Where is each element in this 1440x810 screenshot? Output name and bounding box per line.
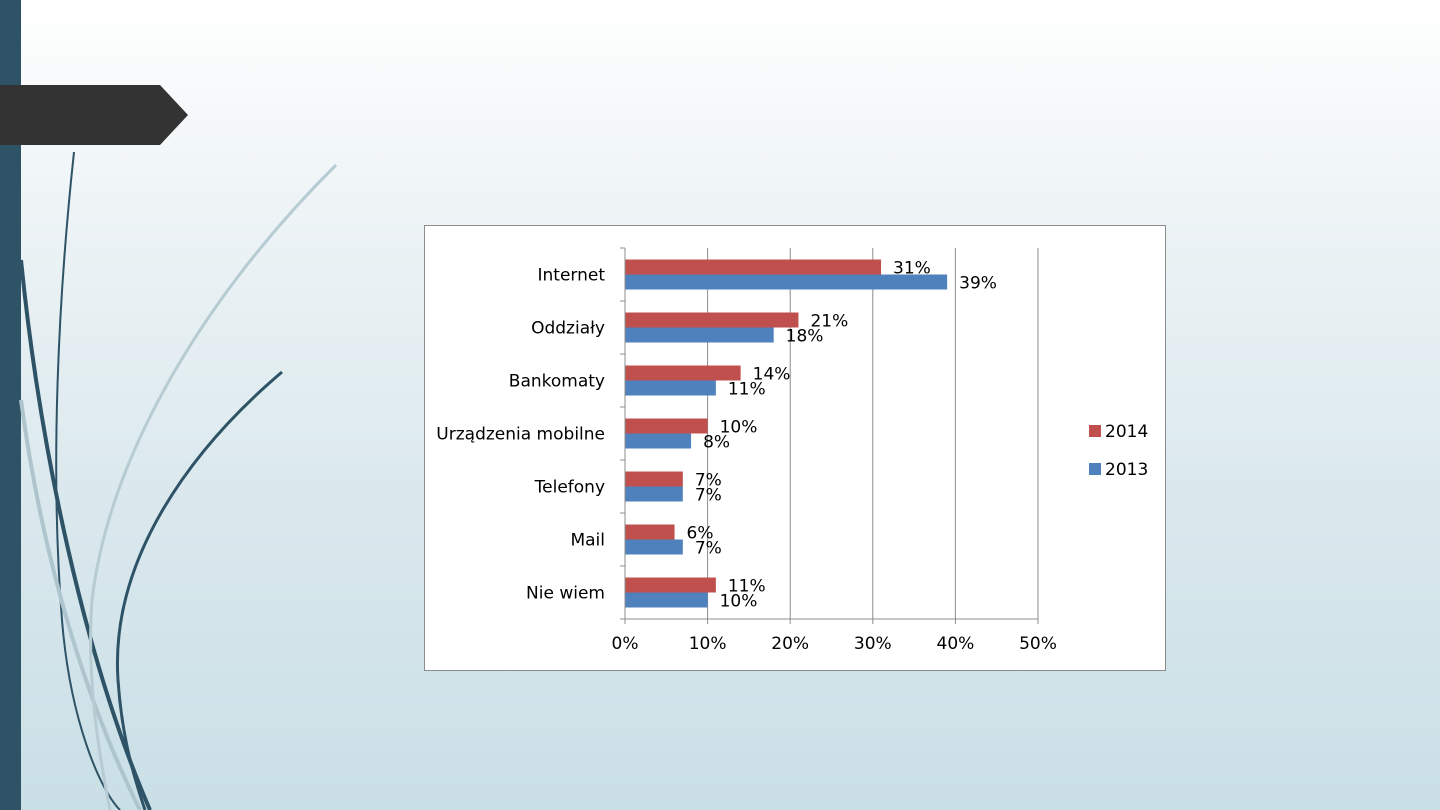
data-label-2014: 31% bbox=[893, 259, 931, 279]
bar-2014 bbox=[625, 418, 708, 434]
title-tab-shape bbox=[0, 85, 188, 145]
category-label: Urządzenia mobilne bbox=[436, 425, 605, 445]
bar-2013 bbox=[625, 539, 683, 555]
data-label-2013: 8% bbox=[703, 433, 730, 453]
data-label-2014: 21% bbox=[810, 312, 848, 332]
x-tick-label: 30% bbox=[854, 634, 892, 654]
x-tick-label: 20% bbox=[771, 634, 809, 654]
x-tick-label: 50% bbox=[1019, 634, 1057, 654]
data-label-2013: 7% bbox=[695, 486, 722, 506]
bar-2013 bbox=[625, 592, 708, 608]
bar-chart: 0% 10% 20% 30% 40% 50% Internet 31% 39% Oddziały 2… bbox=[424, 225, 1166, 671]
x-tick-label: 10% bbox=[689, 634, 727, 654]
bar-2013 bbox=[625, 380, 716, 396]
bar-2014 bbox=[625, 259, 882, 275]
axes bbox=[620, 247, 1039, 624]
bar-2013 bbox=[625, 327, 774, 343]
legend: 2014 2013 bbox=[1089, 422, 1148, 480]
category-label: Mail bbox=[570, 531, 605, 551]
x-tick-label: 0% bbox=[612, 634, 639, 654]
category-label: Internet bbox=[537, 266, 605, 286]
data-label-2013: 10% bbox=[720, 592, 758, 612]
labels: 0% 10% 20% 30% 40% 50% Internet 31% 39% Oddziały 2… bbox=[436, 259, 1057, 655]
data-label-2014: 14% bbox=[753, 365, 791, 385]
data-label-2014: 10% bbox=[720, 418, 758, 438]
bar-2014 bbox=[625, 524, 675, 540]
legend-label-2014: 2014 bbox=[1105, 422, 1148, 442]
category-label: Oddziały bbox=[531, 319, 605, 339]
chart-canvas: 0% 10% 20% 30% 40% 50% Internet 31% 39% Oddziały 2… bbox=[436, 247, 1148, 655]
data-label-2013: 39% bbox=[959, 274, 997, 294]
bar-2013 bbox=[625, 433, 692, 449]
category-label: Bankomaty bbox=[509, 372, 605, 392]
category-label: Telefony bbox=[534, 478, 605, 498]
bar-2014 bbox=[625, 365, 741, 381]
bar-2014 bbox=[625, 577, 716, 593]
bars bbox=[625, 259, 948, 608]
x-tick-label: 40% bbox=[937, 634, 975, 654]
data-label-2014: 6% bbox=[687, 524, 714, 544]
gridlines bbox=[707, 248, 1039, 619]
data-label-2014: 11% bbox=[728, 577, 766, 597]
legend-swatch-2014 bbox=[1089, 425, 1101, 437]
legend-label-2013: 2013 bbox=[1105, 460, 1148, 480]
data-label-2013: 18% bbox=[786, 327, 824, 347]
legend-swatch-2013 bbox=[1089, 463, 1101, 475]
data-label-2013: 7% bbox=[695, 539, 722, 559]
data-label-2013: 11% bbox=[728, 380, 766, 400]
bar-2014 bbox=[625, 471, 683, 487]
category-label: Nie wiem bbox=[526, 584, 605, 604]
bar-2014 bbox=[625, 312, 799, 328]
decorative-curves bbox=[19, 151, 338, 810]
bar-2013 bbox=[625, 274, 948, 290]
data-label-2014: 7% bbox=[695, 471, 722, 491]
bar-2013 bbox=[625, 486, 683, 502]
slide-accent-bar bbox=[0, 0, 21, 810]
